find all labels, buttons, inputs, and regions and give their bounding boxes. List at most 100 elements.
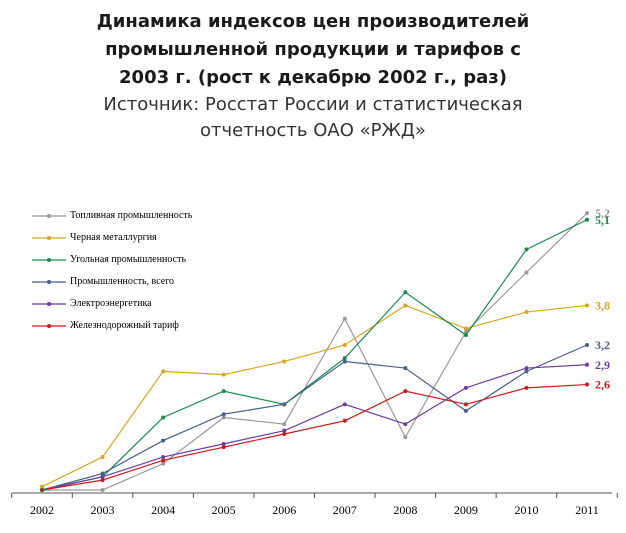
data-point: [282, 402, 287, 407]
data-point: [161, 461, 166, 466]
end-value-label: 5,1: [595, 213, 610, 227]
title-line-3: 2003 г. (рост к декабрю 2002 г., раз): [119, 67, 507, 88]
data-point: [403, 435, 408, 440]
data-point: [40, 488, 44, 492]
data-point: [524, 369, 529, 374]
end-value-label: 2,6: [595, 378, 610, 392]
legend-item: Угольная промышленность: [32, 252, 272, 274]
x-tick-label: 2011: [575, 503, 599, 517]
data-point: [282, 422, 287, 427]
data-point: [585, 217, 589, 222]
legend-marker: [32, 236, 66, 240]
data-point: [524, 385, 529, 390]
data-point: [403, 290, 408, 295]
data-point: [463, 333, 468, 338]
series-line: [41, 364, 588, 491]
data-point: [585, 303, 589, 308]
data-point: [342, 316, 347, 321]
data-point: [221, 441, 226, 446]
chart-title: Динамика индексов цен производителей про…: [0, 8, 626, 144]
data-point: [161, 438, 166, 443]
data-point: [585, 211, 589, 216]
series-line: [41, 344, 588, 491]
data-point: [403, 303, 408, 308]
series-line: [41, 383, 588, 491]
legend-item: Железнодорожный тариф: [32, 318, 272, 340]
legend-label: Угольная промышленность: [70, 254, 187, 265]
data-point: [463, 385, 468, 390]
legend-item: Топливная промышленность: [32, 208, 272, 230]
legend-marker: [32, 324, 66, 328]
x-tick-label: 2005: [212, 503, 236, 517]
data-point: [161, 458, 166, 463]
data-point: [161, 455, 166, 460]
data-point: [524, 366, 529, 371]
data-point: [342, 402, 347, 407]
data-point: [100, 471, 105, 476]
title-line-1: Динамика индексов цен производителей: [96, 11, 530, 32]
data-point: [403, 366, 408, 371]
data-point: [282, 428, 287, 433]
x-tick-label: 2004: [151, 503, 175, 517]
data-point: [342, 359, 347, 364]
legend-marker: [32, 280, 66, 284]
series-line: [41, 304, 588, 488]
legend-item: Черная металлургия: [32, 230, 272, 252]
title-line-2: промышленной продукции и тарифов с: [105, 39, 521, 60]
data-point: [342, 418, 347, 423]
x-tick-label: 2006: [272, 503, 296, 517]
x-tick-label: 2003: [91, 503, 115, 517]
legend-marker: [32, 258, 66, 262]
data-point: [221, 389, 226, 394]
legend-label: Железнодорожный тариф: [70, 320, 179, 331]
legend-item: Промышленность, всего: [32, 274, 272, 296]
chart-legend: Топливная промышленность Черная металлург…: [32, 208, 272, 340]
data-point: [100, 455, 105, 460]
data-point: [221, 412, 226, 417]
x-tick-label: 2010: [514, 503, 538, 517]
source-line-1: Источник: Росстат России и статистическа…: [103, 94, 523, 115]
data-point: [221, 415, 226, 420]
legend-label: Промышленность, всего: [70, 276, 175, 287]
legend-label: Электроэнергетика: [70, 298, 152, 309]
legend-item: Электроэнергетика: [32, 296, 272, 318]
data-point: [161, 415, 166, 420]
data-point: [282, 359, 287, 364]
data-point: [100, 478, 105, 483]
data-point: [585, 362, 589, 367]
data-point: [524, 270, 529, 275]
series-line: [42, 212, 588, 491]
end-value-label: 3,8: [595, 298, 610, 312]
data-point: [342, 356, 347, 361]
legend-marker: [32, 302, 66, 306]
x-tick-label: 2009: [454, 503, 478, 517]
legend-label: Топливная промышленность: [70, 210, 193, 221]
data-point: [100, 488, 105, 492]
x-tick-label: 2002: [30, 503, 54, 517]
data-point: [40, 484, 44, 489]
data-point: [463, 408, 468, 413]
end-value-label: 5,2: [595, 206, 610, 220]
data-point: [342, 343, 347, 347]
data-point: [524, 310, 529, 315]
data-point: [463, 402, 468, 407]
source-line-2: отчетность ОАО «РЖД»: [200, 120, 426, 141]
legend-marker: [32, 214, 66, 218]
data-point: [221, 445, 226, 450]
data-point: [585, 343, 589, 347]
data-point: [282, 431, 287, 436]
series-line: [41, 219, 588, 491]
data-point: [585, 382, 589, 387]
legend-label: Черная металлургия: [70, 232, 157, 243]
end-value-label: 3,2: [595, 338, 610, 352]
data-point: [221, 372, 226, 377]
data-point: [100, 474, 105, 479]
x-tick-label: 2008: [393, 503, 417, 517]
data-point: [403, 422, 408, 427]
end-value-label: 2,9: [595, 358, 610, 372]
data-point: [161, 369, 166, 374]
x-tick-label: 2007: [333, 503, 357, 517]
data-point: [403, 389, 408, 394]
data-point: [524, 247, 529, 252]
